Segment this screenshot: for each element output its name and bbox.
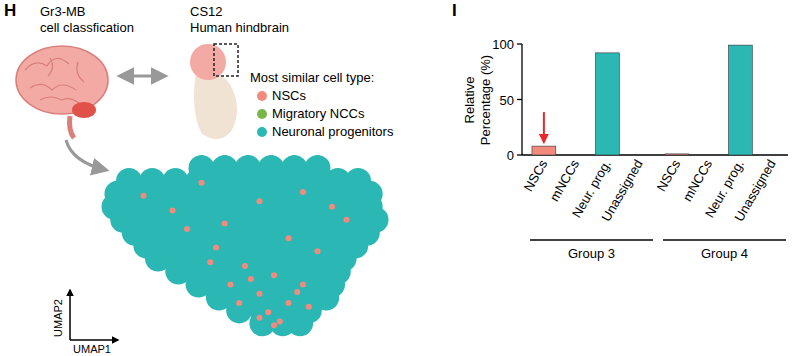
bar — [595, 53, 619, 155]
point — [294, 289, 300, 295]
double-arrow — [120, 75, 165, 78]
cerebellum — [72, 102, 96, 118]
tick — [517, 43, 522, 44]
tick-label: NSCs — [521, 157, 551, 194]
gyrus — [30, 84, 76, 90]
tick-label: 100 — [492, 37, 514, 52]
axis-label: UMAP2 — [52, 299, 64, 337]
bar — [532, 146, 556, 155]
legend-swatch — [257, 109, 267, 119]
gyrus — [77, 62, 84, 82]
point — [207, 259, 213, 265]
tick — [517, 99, 522, 100]
axis-label: Relative — [462, 77, 477, 124]
bar — [697, 155, 721, 156]
point — [265, 309, 271, 315]
bars — [532, 45, 752, 155]
tick-label: 0 — [507, 148, 514, 163]
brain — [16, 46, 108, 114]
bar — [564, 155, 588, 156]
axis-y — [69, 290, 71, 340]
point — [213, 245, 219, 251]
group-label: Group 3 — [568, 246, 615, 261]
legend-entry: NSCs — [272, 88, 306, 103]
brainstem — [70, 116, 75, 138]
point — [315, 248, 321, 254]
axis-label: UMAP1 — [73, 343, 111, 355]
point — [287, 310, 313, 336]
legend-entry: Neuronal progenitors — [272, 124, 394, 139]
point — [306, 304, 312, 310]
group-line — [530, 239, 653, 240]
legend-swatch — [257, 91, 267, 101]
brain-illustration — [16, 46, 108, 138]
point — [286, 300, 292, 306]
tick-label: 50 — [500, 93, 514, 108]
point — [199, 180, 205, 186]
reference: Human hindbrain — [190, 20, 289, 35]
hindbrain-box — [214, 44, 238, 76]
point — [271, 272, 277, 278]
group-label: Group 4 — [701, 246, 748, 261]
canvas: H Gr3-MBcell classfication CS12Human hindb… — [0, 0, 800, 356]
points — [102, 155, 389, 336]
point — [277, 319, 283, 325]
reference: CS12 — [190, 4, 223, 19]
point — [184, 226, 190, 232]
point — [300, 282, 306, 288]
tick-label: Unassigned — [731, 157, 778, 224]
point — [248, 276, 254, 282]
gyrus — [40, 97, 80, 104]
title: cell classfication — [40, 20, 134, 35]
axis-x — [70, 339, 118, 341]
tick-label: Unassigned — [598, 157, 645, 224]
point — [236, 300, 242, 306]
panel-label: I — [452, 1, 457, 20]
point — [300, 189, 306, 195]
bar — [760, 155, 784, 156]
axis-label: Percentage (%) — [478, 55, 493, 145]
panel-label: H — [4, 1, 16, 20]
tick-label: NSCs — [654, 157, 684, 194]
arrow — [66, 140, 106, 170]
point — [228, 282, 234, 288]
point — [257, 291, 263, 297]
title: Gr3-MB — [40, 4, 86, 19]
legend-swatch — [257, 127, 267, 137]
point — [226, 297, 252, 323]
gyrus — [25, 58, 69, 70]
point — [257, 315, 263, 321]
legend-entry: Migratory NCCs — [272, 106, 365, 121]
point — [329, 204, 335, 210]
embryo-body — [194, 72, 237, 139]
legend-title: Most similar cell type: — [250, 70, 374, 85]
bar — [665, 154, 689, 155]
point — [271, 322, 277, 328]
point — [344, 217, 350, 223]
point — [141, 193, 147, 199]
point — [170, 208, 176, 214]
group-line — [663, 239, 786, 240]
tick — [517, 154, 522, 155]
bar — [728, 45, 752, 155]
point — [222, 220, 228, 226]
point — [257, 198, 263, 204]
point — [242, 263, 248, 269]
embryo-illustration — [190, 44, 238, 139]
gyrus — [48, 58, 53, 76]
embryo-head — [190, 44, 226, 80]
highlight-arrow — [543, 112, 545, 142]
figure: H Gr3-MBcell classfication CS12Human hindb… — [0, 0, 800, 356]
bar — [627, 155, 651, 156]
point — [286, 235, 292, 241]
